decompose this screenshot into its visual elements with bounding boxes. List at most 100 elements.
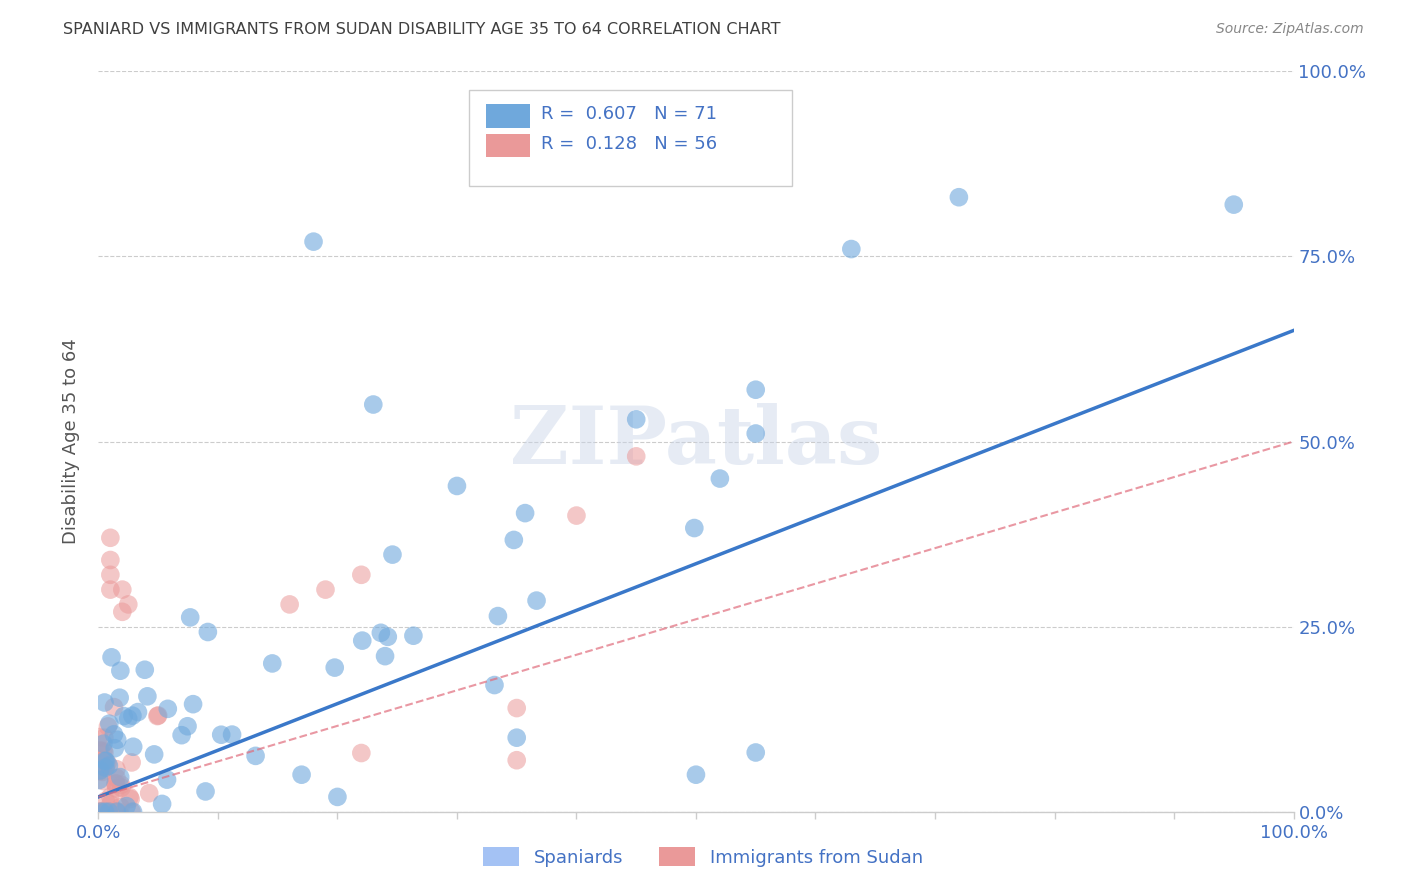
Text: Source: ZipAtlas.com: Source: ZipAtlas.com <box>1216 22 1364 37</box>
Point <box>93 731 115 745</box>
Point <box>291 767 314 781</box>
Point <box>381 548 404 562</box>
Point <box>446 479 468 493</box>
Legend: Spaniards, Immigrants from Sudan: Spaniards, Immigrants from Sudan <box>475 840 931 874</box>
Point <box>136 690 159 704</box>
Point <box>98 789 122 804</box>
Text: R =  0.607   N = 71: R = 0.607 N = 71 <box>541 105 717 123</box>
Point <box>179 610 201 624</box>
Point <box>108 770 131 784</box>
Point <box>685 767 707 781</box>
Point <box>526 593 548 607</box>
Point <box>502 533 524 547</box>
Point <box>105 781 128 796</box>
Point <box>122 739 145 754</box>
Point <box>96 756 118 770</box>
Point <box>138 786 160 800</box>
Point <box>89 744 111 758</box>
Point <box>506 753 529 767</box>
Point <box>745 383 768 397</box>
Point <box>262 657 284 671</box>
Point <box>484 678 506 692</box>
Point <box>103 727 125 741</box>
Point <box>98 716 121 731</box>
Point <box>91 758 114 772</box>
Point <box>146 709 169 723</box>
Point <box>374 649 396 664</box>
Point <box>110 800 132 814</box>
Point <box>97 719 120 733</box>
Point <box>315 582 337 597</box>
Point <box>363 398 385 412</box>
Point <box>170 728 193 742</box>
Point <box>121 805 143 819</box>
Point <box>97 758 120 772</box>
Point <box>121 756 143 770</box>
Point <box>105 771 128 785</box>
Point <box>565 508 588 523</box>
Point <box>506 731 529 745</box>
Point <box>89 764 111 779</box>
Point <box>108 690 131 705</box>
Point <box>626 450 648 464</box>
Point <box>110 778 132 792</box>
Point <box>117 598 139 612</box>
Point <box>181 697 204 711</box>
Point <box>143 747 166 762</box>
Point <box>93 753 115 767</box>
Point <box>221 728 243 742</box>
Point <box>302 235 325 249</box>
Point <box>118 789 141 804</box>
Point <box>103 700 125 714</box>
Point <box>94 794 117 808</box>
Point <box>150 797 173 811</box>
Point <box>91 764 114 779</box>
Text: R =  0.128   N = 56: R = 0.128 N = 56 <box>541 135 717 153</box>
Point <box>91 744 114 758</box>
Point <box>97 805 120 819</box>
Point <box>112 709 135 723</box>
Point <box>122 805 145 819</box>
Point <box>105 762 128 776</box>
Point <box>89 805 111 819</box>
Text: ZIPatlas: ZIPatlas <box>510 402 882 481</box>
FancyBboxPatch shape <box>485 134 530 157</box>
Point <box>709 471 731 485</box>
Point <box>91 805 114 819</box>
Point <box>111 605 134 619</box>
Point <box>98 582 122 597</box>
Point <box>513 506 536 520</box>
Point <box>93 746 115 760</box>
Point <box>93 737 115 751</box>
Point <box>156 772 179 787</box>
Point <box>104 777 127 791</box>
Point <box>402 629 425 643</box>
Point <box>111 582 134 597</box>
Point <box>148 708 170 723</box>
Point <box>352 633 374 648</box>
Point <box>104 776 127 790</box>
Point <box>745 426 768 441</box>
Point <box>120 792 142 806</box>
Point <box>98 531 122 545</box>
Point <box>156 702 179 716</box>
Y-axis label: Disability Age 35 to 64: Disability Age 35 to 64 <box>62 339 80 544</box>
Point <box>115 799 138 814</box>
Point <box>176 719 198 733</box>
Point <box>93 696 115 710</box>
Point <box>94 805 117 819</box>
Text: SPANIARD VS IMMIGRANTS FROM SUDAN DISABILITY AGE 35 TO 64 CORRELATION CHART: SPANIARD VS IMMIGRANTS FROM SUDAN DISABI… <box>63 22 780 37</box>
Point <box>127 705 149 719</box>
Point <box>278 598 301 612</box>
Point <box>89 805 111 819</box>
Point <box>93 760 115 774</box>
Point <box>98 797 122 812</box>
Point <box>89 753 111 767</box>
Point <box>98 567 122 582</box>
Point <box>134 663 156 677</box>
Point <box>377 630 399 644</box>
Point <box>486 609 509 624</box>
Point <box>100 650 122 665</box>
Point <box>98 553 122 567</box>
Point <box>89 772 111 787</box>
